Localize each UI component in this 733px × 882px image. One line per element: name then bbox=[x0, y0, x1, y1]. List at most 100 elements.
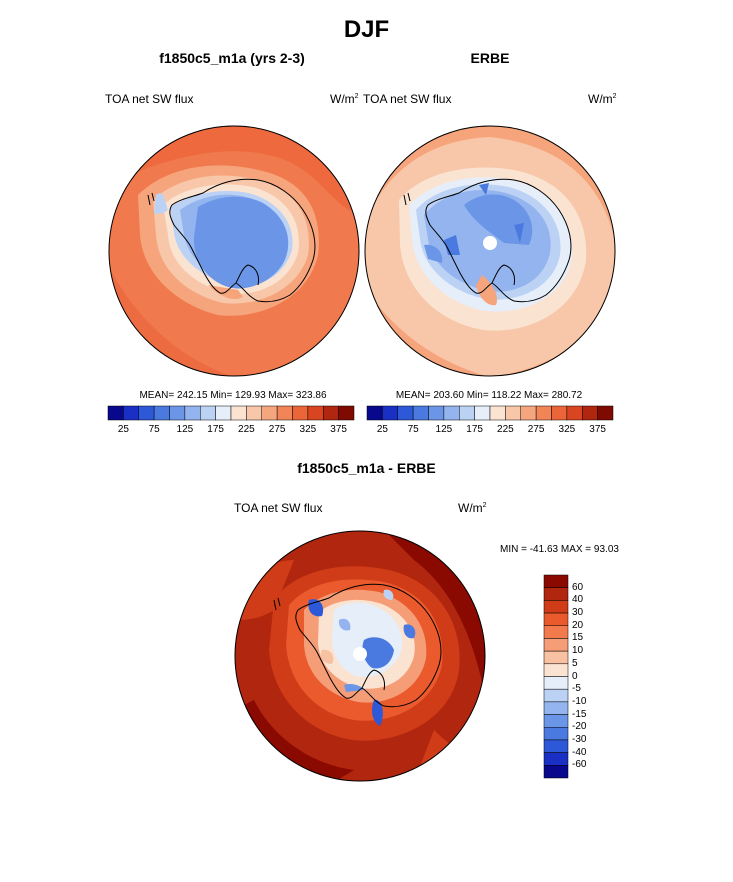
colorbar-swatch bbox=[566, 405, 583, 421]
colorbar-tick-label: 25 bbox=[376, 424, 388, 435]
colorbar-tick-label: 10 bbox=[572, 645, 584, 657]
colorbar-swatch bbox=[551, 405, 568, 421]
colorbar-swatch bbox=[543, 638, 569, 652]
colorbar-tick-label: 0 bbox=[572, 670, 578, 682]
diff-polar-map bbox=[234, 530, 486, 782]
colorbar-swatch bbox=[520, 405, 537, 421]
left-panel-variable: TOA net SW flux bbox=[105, 92, 194, 106]
colorbar-tick-label: -10 bbox=[572, 695, 587, 707]
colorbar-swatch bbox=[543, 676, 569, 690]
colorbar-swatch bbox=[543, 752, 569, 766]
colorbar-tick-label: -40 bbox=[572, 746, 587, 758]
colorbar-tick-label: 25 bbox=[117, 424, 129, 435]
page-title: DJF bbox=[343, 16, 390, 43]
colorbar-tick-label: -15 bbox=[572, 708, 587, 720]
colorbar-tick-label: 5 bbox=[572, 657, 578, 669]
colorbar-tick-label: 275 bbox=[268, 424, 286, 435]
colorbar-tick-label: 20 bbox=[572, 619, 584, 631]
colorbar-swatch bbox=[489, 405, 506, 421]
colorbar-tick-label: 325 bbox=[299, 424, 317, 435]
left-colorbar-ticks: 25 75 125 175 225 275 325 375 bbox=[108, 424, 354, 438]
colorbar-swatch bbox=[246, 405, 262, 421]
colorbar-tick-label: 225 bbox=[497, 424, 514, 435]
left-polar-map bbox=[108, 125, 360, 377]
left-colorbar bbox=[107, 405, 355, 421]
colorbar-swatch bbox=[543, 625, 569, 639]
right-stats: MEAN= 203.60 Min= 118.22 Max= 280.72 bbox=[395, 390, 583, 401]
colorbar-tick-label: 75 bbox=[407, 424, 419, 435]
colorbar-swatch bbox=[276, 405, 293, 421]
colorbar-swatch bbox=[123, 405, 139, 421]
colorbar-tick-label: 60 bbox=[572, 581, 584, 593]
colorbar-swatch bbox=[543, 663, 569, 677]
right-panel-units: W/m2 bbox=[588, 92, 617, 106]
colorbar-swatch bbox=[543, 714, 569, 728]
colorbar-swatch bbox=[261, 405, 278, 421]
colorbar-tick-label: 40 bbox=[572, 594, 584, 606]
colorbar-tick-label: 75 bbox=[148, 424, 160, 435]
right-polar-map bbox=[364, 125, 616, 377]
right-panel-title: ERBE bbox=[470, 50, 510, 66]
colorbar-swatch bbox=[543, 574, 569, 588]
colorbar-swatch bbox=[138, 405, 155, 421]
diff-colorbar-ticks: 60 40 30 20 15 10 5 0 -5 -10 -15 -20 -30 -40 -60 bbox=[572, 575, 612, 778]
diff-panel-units: W/m2 bbox=[458, 501, 487, 515]
colorbar-swatch bbox=[323, 405, 339, 421]
colorbar-tick-label: -5 bbox=[572, 683, 581, 695]
colorbar-swatch bbox=[292, 405, 309, 421]
left-panel-title: f1850c5_m1a (yrs 2-3) bbox=[159, 50, 305, 66]
colorbar-swatch bbox=[474, 405, 491, 421]
colorbar-tick-label: -30 bbox=[572, 733, 587, 745]
colorbar-swatch bbox=[169, 405, 186, 421]
colorbar-swatch bbox=[412, 405, 429, 421]
colorbar-swatch bbox=[543, 612, 569, 626]
colorbar-swatch bbox=[543, 739, 569, 753]
colorbar-swatch bbox=[505, 405, 521, 421]
colorbar-swatch bbox=[543, 765, 569, 779]
colorbar-swatch bbox=[397, 405, 414, 421]
diff-colorbar bbox=[543, 574, 569, 779]
colorbar-swatch bbox=[230, 405, 247, 421]
colorbar-swatch bbox=[107, 405, 124, 421]
colorbar-tick-label: 275 bbox=[527, 424, 545, 435]
colorbar-swatch bbox=[543, 587, 569, 601]
colorbar-swatch bbox=[543, 727, 569, 741]
right-colorbar-ticks: 25 75 125 175 225 275 325 375 bbox=[367, 424, 613, 438]
colorbar-tick-label: 375 bbox=[330, 424, 347, 435]
colorbar-swatch bbox=[535, 405, 552, 421]
colorbar-swatch bbox=[215, 405, 232, 421]
colorbar-tick-label: -20 bbox=[572, 721, 587, 733]
colorbar-tick-label: 175 bbox=[207, 424, 224, 435]
colorbar-tick-label: -60 bbox=[572, 759, 587, 771]
left-panel-units: W/m2 bbox=[330, 92, 359, 106]
colorbar-tick-label: 125 bbox=[435, 424, 453, 435]
colorbar-swatch bbox=[153, 405, 170, 421]
colorbar-swatch bbox=[307, 405, 324, 421]
colorbar-swatch bbox=[459, 405, 475, 421]
colorbar-tick-label: 125 bbox=[176, 424, 194, 435]
colorbar-swatch bbox=[184, 405, 201, 421]
colorbar-swatch bbox=[582, 405, 598, 421]
colorbar-swatch bbox=[543, 701, 569, 715]
colorbar-tick-label: 15 bbox=[572, 632, 584, 644]
colorbar-swatch bbox=[543, 650, 569, 665]
right-colorbar bbox=[366, 405, 614, 421]
colorbar-swatch bbox=[543, 688, 569, 703]
colorbar-swatch bbox=[338, 405, 355, 421]
left-stats: MEAN= 242.15 Min= 129.93 Max= 323.86 bbox=[139, 390, 327, 401]
colorbar-tick-label: 175 bbox=[466, 424, 483, 435]
diff-panel-title: f1850c5_m1a - ERBE bbox=[297, 460, 436, 476]
colorbar-tick-label: 325 bbox=[558, 424, 576, 435]
colorbar-swatch bbox=[428, 405, 445, 421]
colorbar-swatch bbox=[382, 405, 398, 421]
colorbar-tick-label: 375 bbox=[589, 424, 606, 435]
colorbar-swatch bbox=[543, 600, 569, 614]
colorbar-swatch bbox=[597, 405, 614, 421]
diff-panel-variable: TOA net SW flux bbox=[234, 501, 323, 515]
colorbar-swatch bbox=[366, 405, 383, 421]
colorbar-swatch bbox=[200, 405, 216, 421]
colorbar-tick-label: 225 bbox=[238, 424, 255, 435]
diff-stats: MIN = -41.63 MAX = 93.03 bbox=[500, 544, 619, 555]
right-panel-variable: TOA net SW flux bbox=[363, 92, 452, 106]
colorbar-tick-label: 30 bbox=[572, 607, 584, 619]
